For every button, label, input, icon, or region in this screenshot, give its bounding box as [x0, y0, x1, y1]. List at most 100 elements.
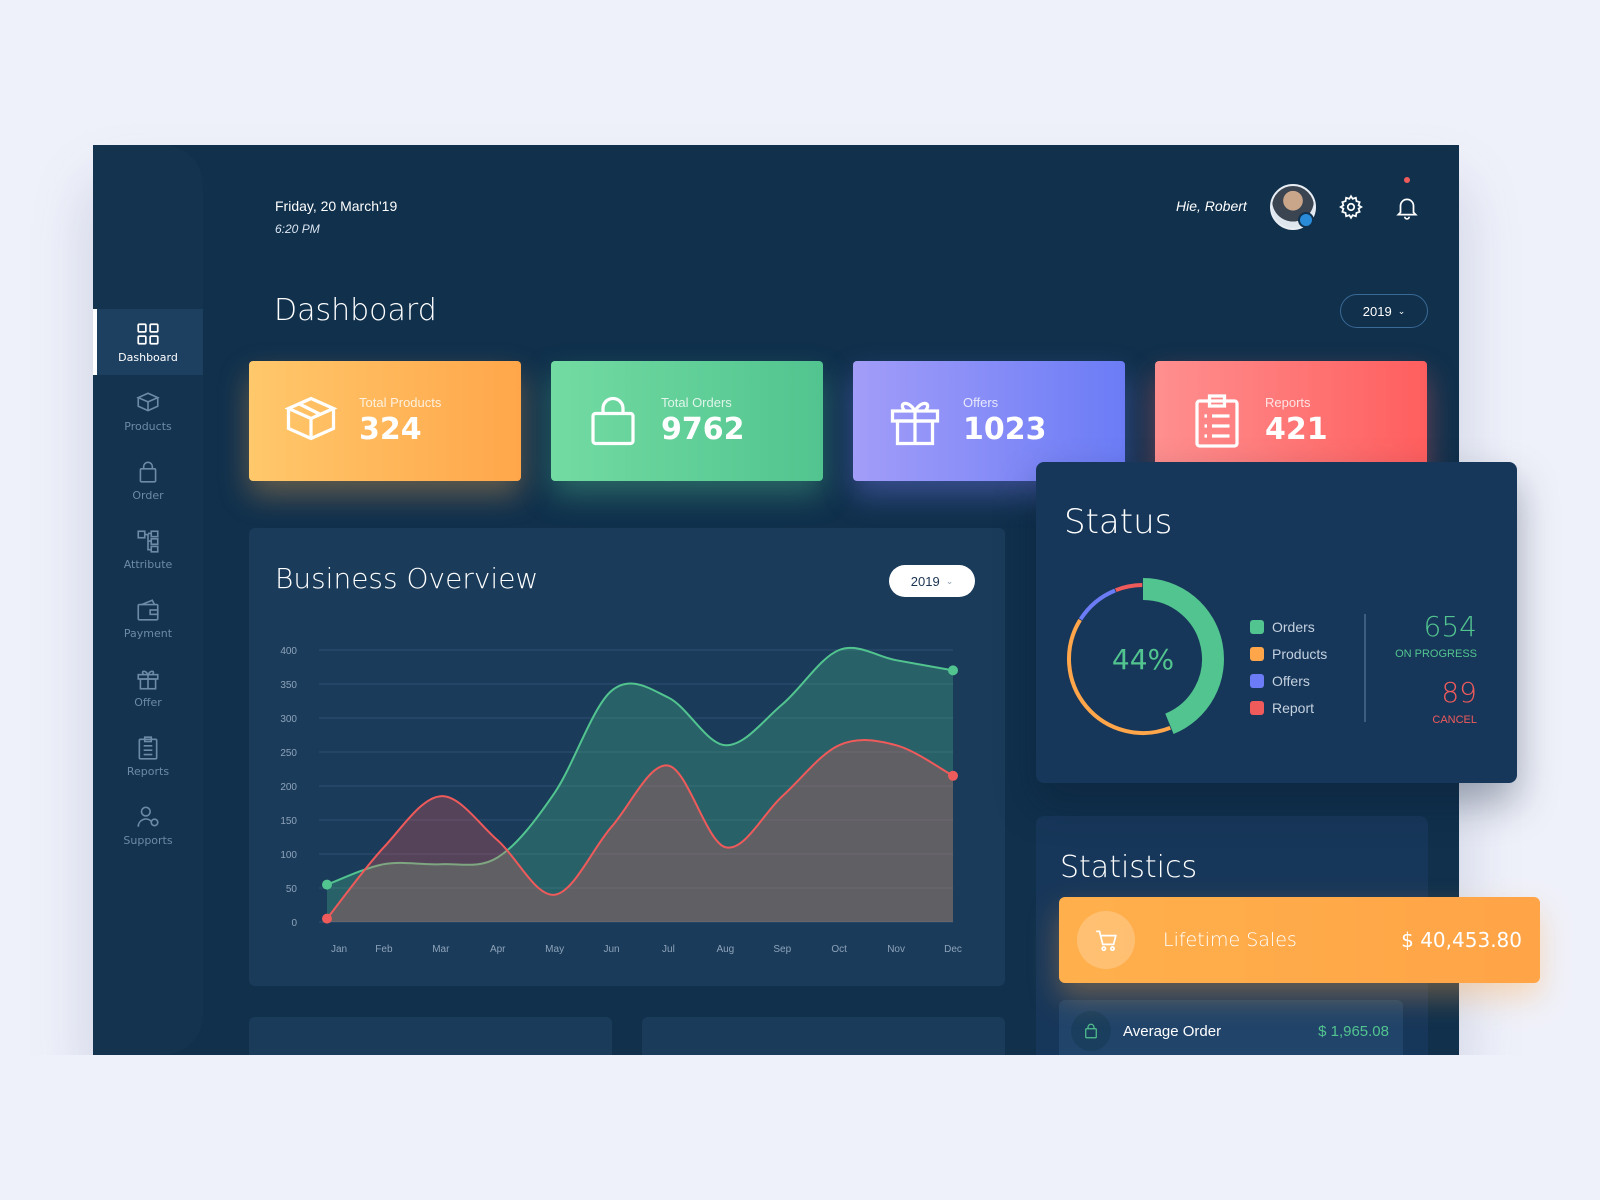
- card-total-products[interactable]: Total Products 324: [249, 361, 521, 481]
- donut-segment-report: [1115, 583, 1143, 593]
- sidebar-item-attribute[interactable]: Attribute: [93, 516, 203, 582]
- overview-year-value: 2019: [910, 573, 940, 589]
- y-tick-label: 0: [291, 918, 297, 929]
- bag-icon: [139, 460, 157, 483]
- card-value: 324: [359, 412, 422, 447]
- y-tick-label: 300: [280, 714, 297, 725]
- sidebar-item-label: Order: [132, 488, 164, 502]
- box-icon: [284, 396, 338, 441]
- sidebar-item-order[interactable]: Order: [93, 447, 203, 513]
- notification-bell-icon[interactable]: [1394, 194, 1420, 220]
- page-background-bottom: [0, 1055, 1600, 1200]
- chevron-down-icon: ⌄: [1397, 305, 1406, 316]
- legend-swatch: [1250, 647, 1264, 661]
- status-title: Status: [1064, 502, 1173, 542]
- legend-label: Orders: [1272, 619, 1315, 635]
- lifetime-sales-card[interactable]: Lifetime Sales $ 40,453.80: [1059, 897, 1540, 983]
- y-tick-label: 400: [280, 646, 297, 657]
- gift-icon: [137, 670, 159, 690]
- sidebar-item-label: Offer: [134, 695, 162, 709]
- status-panel: Status 44% Orders Products Offers Report…: [1036, 462, 1517, 783]
- series-endpoint: [948, 665, 958, 676]
- sidebar-item-reports[interactable]: Reports: [93, 723, 203, 789]
- x-tick-label: Jun: [603, 944, 619, 955]
- y-tick-label: 100: [280, 850, 297, 861]
- business-overview-title: Business Overview: [275, 562, 539, 595]
- sidebar-item-payment[interactable]: Payment: [93, 585, 203, 651]
- gift-icon: [890, 401, 940, 446]
- sidebar: Dashboard Products Order Attribute Payme…: [93, 145, 203, 1055]
- year-select-value: 2019: [1362, 303, 1392, 319]
- card-label: Total Orders: [661, 395, 732, 410]
- series-area: [327, 740, 953, 922]
- hierarchy-icon: [137, 529, 159, 553]
- card-label: Total Products: [359, 395, 442, 410]
- sidebar-item-supports[interactable]: Supports: [93, 792, 203, 858]
- y-tick-label: 50: [286, 884, 298, 895]
- card-label: Offers: [963, 395, 999, 410]
- overview-year-select[interactable]: 2019 ⌄: [889, 565, 975, 597]
- legend-swatch: [1250, 620, 1264, 634]
- status-divider: [1364, 614, 1366, 722]
- donut-segment-offers: [1078, 588, 1116, 621]
- average-order-row[interactable]: Average Order $ 1,965.08: [1059, 1000, 1403, 1062]
- x-tick-label: Jan: [331, 944, 347, 955]
- legend-label: Report: [1272, 700, 1315, 716]
- x-tick-label: May: [545, 944, 564, 955]
- clipboard-icon: [138, 735, 158, 760]
- x-tick-label: Oct: [831, 944, 847, 955]
- sidebar-item-offer[interactable]: Offer: [93, 654, 203, 720]
- series-area: [327, 647, 953, 922]
- chevron-down-icon: ⌄: [945, 575, 954, 586]
- x-tick-label: Feb: [375, 944, 393, 955]
- sidebar-item-dashboard[interactable]: Dashboard: [93, 309, 203, 375]
- card-total-orders[interactable]: Total Orders 9762: [551, 361, 823, 481]
- card-value: 1023: [963, 412, 1047, 447]
- card-offers[interactable]: Offers 1023: [853, 361, 1125, 481]
- average-order-value: $ 1,965.08: [1318, 1022, 1389, 1040]
- x-tick-label: Dec: [944, 944, 962, 955]
- x-tick-label: Mar: [432, 944, 450, 955]
- sidebar-item-label: Supports: [123, 833, 173, 847]
- current-time: 6:20 PM: [275, 222, 320, 236]
- in-progress-count: 654: [1423, 610, 1477, 643]
- cancel-label: CANCEL: [1432, 714, 1477, 726]
- legend-item-offers: Offers: [1250, 673, 1310, 689]
- settings-gear-icon[interactable]: [1338, 194, 1364, 220]
- y-tick-label: 200: [280, 782, 297, 793]
- sidebar-item-label: Payment: [123, 626, 173, 640]
- sidebar-item-label: Products: [124, 419, 172, 433]
- legend-item-products: Products: [1250, 646, 1327, 662]
- average-order-label: Average Order: [1123, 1022, 1222, 1040]
- legend-item-report: Report: [1250, 700, 1314, 716]
- y-tick-label: 350: [280, 680, 297, 691]
- sidebar-item-label: Dashboard: [118, 350, 178, 364]
- card-reports[interactable]: Reports 421: [1155, 361, 1427, 481]
- x-tick-label: Sep: [773, 944, 791, 955]
- cancel-count: 89: [1441, 676, 1477, 709]
- business-overview-panel: Business Overview 2019 ⌄ 0 50 100 150 200 250…: [249, 528, 1005, 986]
- verified-badge-icon: [1298, 212, 1314, 228]
- donut-segment-products: [1067, 618, 1171, 735]
- lifetime-sales-label: Lifetime Sales: [1163, 929, 1297, 951]
- notification-dot: [1404, 177, 1410, 183]
- grid-icon: [137, 322, 159, 345]
- y-tick-label: 150: [280, 816, 297, 827]
- user-greeting: Hie, Robert: [1176, 198, 1247, 214]
- legend-item-orders: Orders: [1250, 619, 1315, 635]
- legend-label: Offers: [1272, 673, 1310, 689]
- sidebar-item-products[interactable]: Products: [93, 378, 203, 444]
- current-date: Friday, 20 March'19: [275, 198, 398, 214]
- clipboard-icon: [1195, 394, 1239, 448]
- series-endpoint: [322, 879, 332, 890]
- box-icon: [136, 391, 160, 411]
- cart-icon: [1077, 911, 1135, 969]
- support-user-icon: [137, 805, 159, 827]
- y-tick-label: 250: [280, 748, 297, 759]
- sidebar-item-label: Reports: [126, 764, 170, 778]
- sidebar-item-label: Attribute: [123, 557, 173, 571]
- year-select[interactable]: 2019 ⌄: [1340, 294, 1428, 328]
- donut-percent-label: 44%: [1112, 643, 1174, 676]
- legend-swatch: [1250, 674, 1264, 688]
- legend-swatch: [1250, 701, 1264, 715]
